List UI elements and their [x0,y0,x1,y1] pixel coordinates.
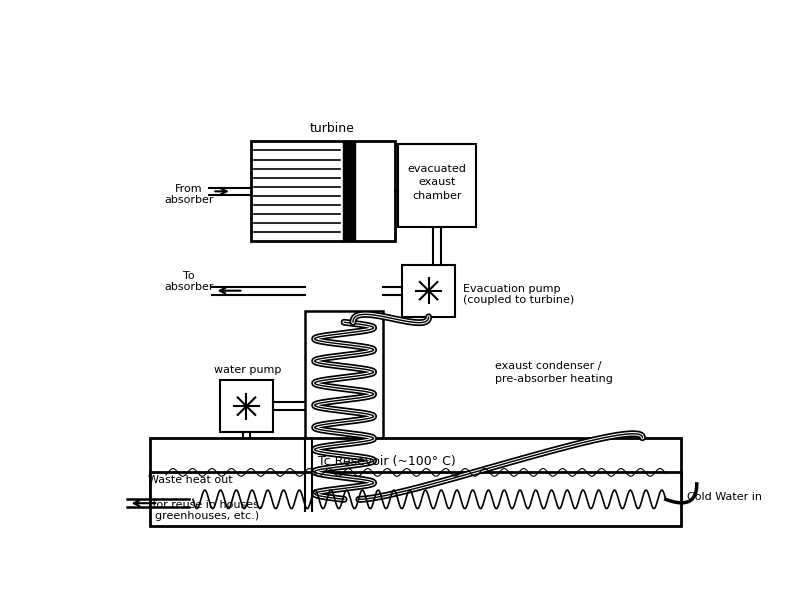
Text: water pump: water pump [214,365,281,374]
Text: turbine: turbine [310,122,355,135]
Bar [398,143,476,227]
Bar [306,311,383,511]
Bar [220,380,273,433]
Text: chamber: chamber [412,191,462,200]
Text: absorber: absorber [164,282,214,292]
Bar [402,265,455,317]
Text: Evacuation pump: Evacuation pump [462,284,560,294]
Text: (for reuse in houses,: (for reuse in houses, [148,499,262,509]
Text: Cold Water in: Cold Water in [687,492,762,502]
Text: exaust: exaust [418,178,456,187]
Bar [150,472,682,526]
Bar [251,141,394,241]
Text: absorber: absorber [164,195,214,205]
Bar [150,438,682,499]
Text: Waste heat out: Waste heat out [148,475,233,485]
Text: To: To [183,271,195,281]
Text: evacuated: evacuated [408,164,466,175]
Text: From: From [175,184,203,194]
Text: exaust condenser /: exaust condenser / [495,361,602,371]
Text: greenhouses, etc.): greenhouses, etc.) [148,511,259,521]
Text: (coupled to turbine): (coupled to turbine) [462,295,574,305]
Text: Tc Resevoir (~100° C): Tc Resevoir (~100° C) [318,455,456,469]
Text: pre-absorber heating: pre-absorber heating [495,374,613,384]
